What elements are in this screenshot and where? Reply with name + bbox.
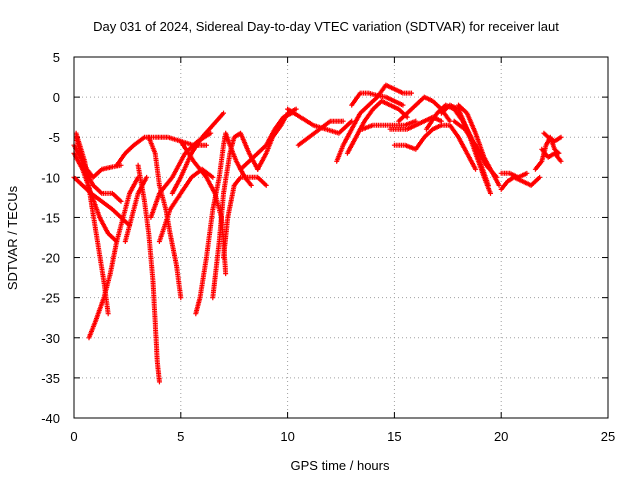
- data-point-markers: [295, 118, 346, 148]
- x-tick-label: 15: [387, 429, 401, 444]
- y-axis-label: SDTVAR / TECUs: [5, 185, 20, 290]
- data-point-markers: [451, 118, 500, 180]
- series-arc-24: [349, 90, 406, 108]
- data-point-markers: [255, 106, 299, 172]
- x-tick-label: 25: [601, 429, 615, 444]
- data-point-markers: [498, 170, 530, 180]
- series-arc-14: [156, 166, 216, 244]
- series-arc-32: [451, 118, 500, 180]
- series-arc-28: [391, 122, 479, 172]
- series-arc-6: [86, 174, 141, 341]
- data-point-markers: [285, 106, 355, 136]
- series-arc-9: [135, 162, 162, 385]
- series-arc-18: [238, 110, 295, 172]
- axis-ticks: 0 5 10 15 20 25 5 0 -5 -10 -15 -20 -25 -30 -35 -40: [41, 50, 615, 444]
- data-point-markers: [539, 146, 564, 164]
- data-points: [71, 82, 564, 385]
- series-arc-21: [295, 118, 346, 148]
- series-arc-16: [210, 130, 261, 301]
- data-point-markers: [135, 162, 162, 385]
- series-arc-19: [255, 106, 299, 172]
- y-tick-label: -10: [41, 170, 60, 185]
- series-arc-25: [359, 118, 419, 132]
- data-point-markers: [359, 118, 419, 132]
- data-point-markers: [193, 130, 254, 317]
- data-point-markers: [169, 110, 227, 196]
- data-point-markers: [86, 174, 141, 341]
- data-point-markers: [221, 174, 269, 261]
- chart-title: Day 031 of 2024, Sidereal Day-to-day VTE…: [93, 19, 559, 34]
- y-tick-label: -5: [48, 130, 60, 145]
- series-arc-34: [498, 170, 530, 180]
- series-arc-13: [169, 110, 227, 196]
- y-tick-label: -25: [41, 291, 60, 306]
- x-tick-label: 0: [70, 429, 77, 444]
- data-point-markers: [344, 98, 410, 156]
- y-tick-label: 0: [53, 90, 60, 105]
- x-tick-label: 10: [280, 429, 294, 444]
- x-axis-label: GPS time / hours: [291, 458, 390, 473]
- plot-frame: [73, 56, 609, 419]
- series-arc-37: [541, 130, 564, 144]
- y-tick-label: -35: [41, 371, 60, 386]
- x-tick-label: 20: [494, 429, 508, 444]
- series-arc-26: [387, 114, 444, 132]
- series-arc-23: [344, 98, 410, 156]
- series-arc-15: [193, 130, 254, 317]
- grid-lines: [74, 57, 608, 418]
- y-tick-label: -30: [41, 331, 60, 346]
- data-point-markers: [349, 90, 406, 108]
- y-tick-label: -40: [41, 411, 60, 426]
- y-tick-label: -15: [41, 210, 60, 225]
- y-tick-label: 5: [53, 50, 60, 65]
- data-point-markers: [541, 130, 564, 144]
- data-point-markers: [387, 114, 444, 132]
- data-point-markers: [156, 166, 216, 244]
- data-point-markers: [238, 110, 295, 172]
- series-arc-17: [221, 174, 269, 261]
- data-point-markers: [391, 122, 479, 172]
- y-tick-label: -20: [41, 251, 60, 266]
- series-arc-36: [539, 146, 564, 164]
- series-arc-20: [285, 106, 355, 136]
- data-point-markers: [210, 130, 261, 301]
- x-tick-label: 5: [177, 429, 184, 444]
